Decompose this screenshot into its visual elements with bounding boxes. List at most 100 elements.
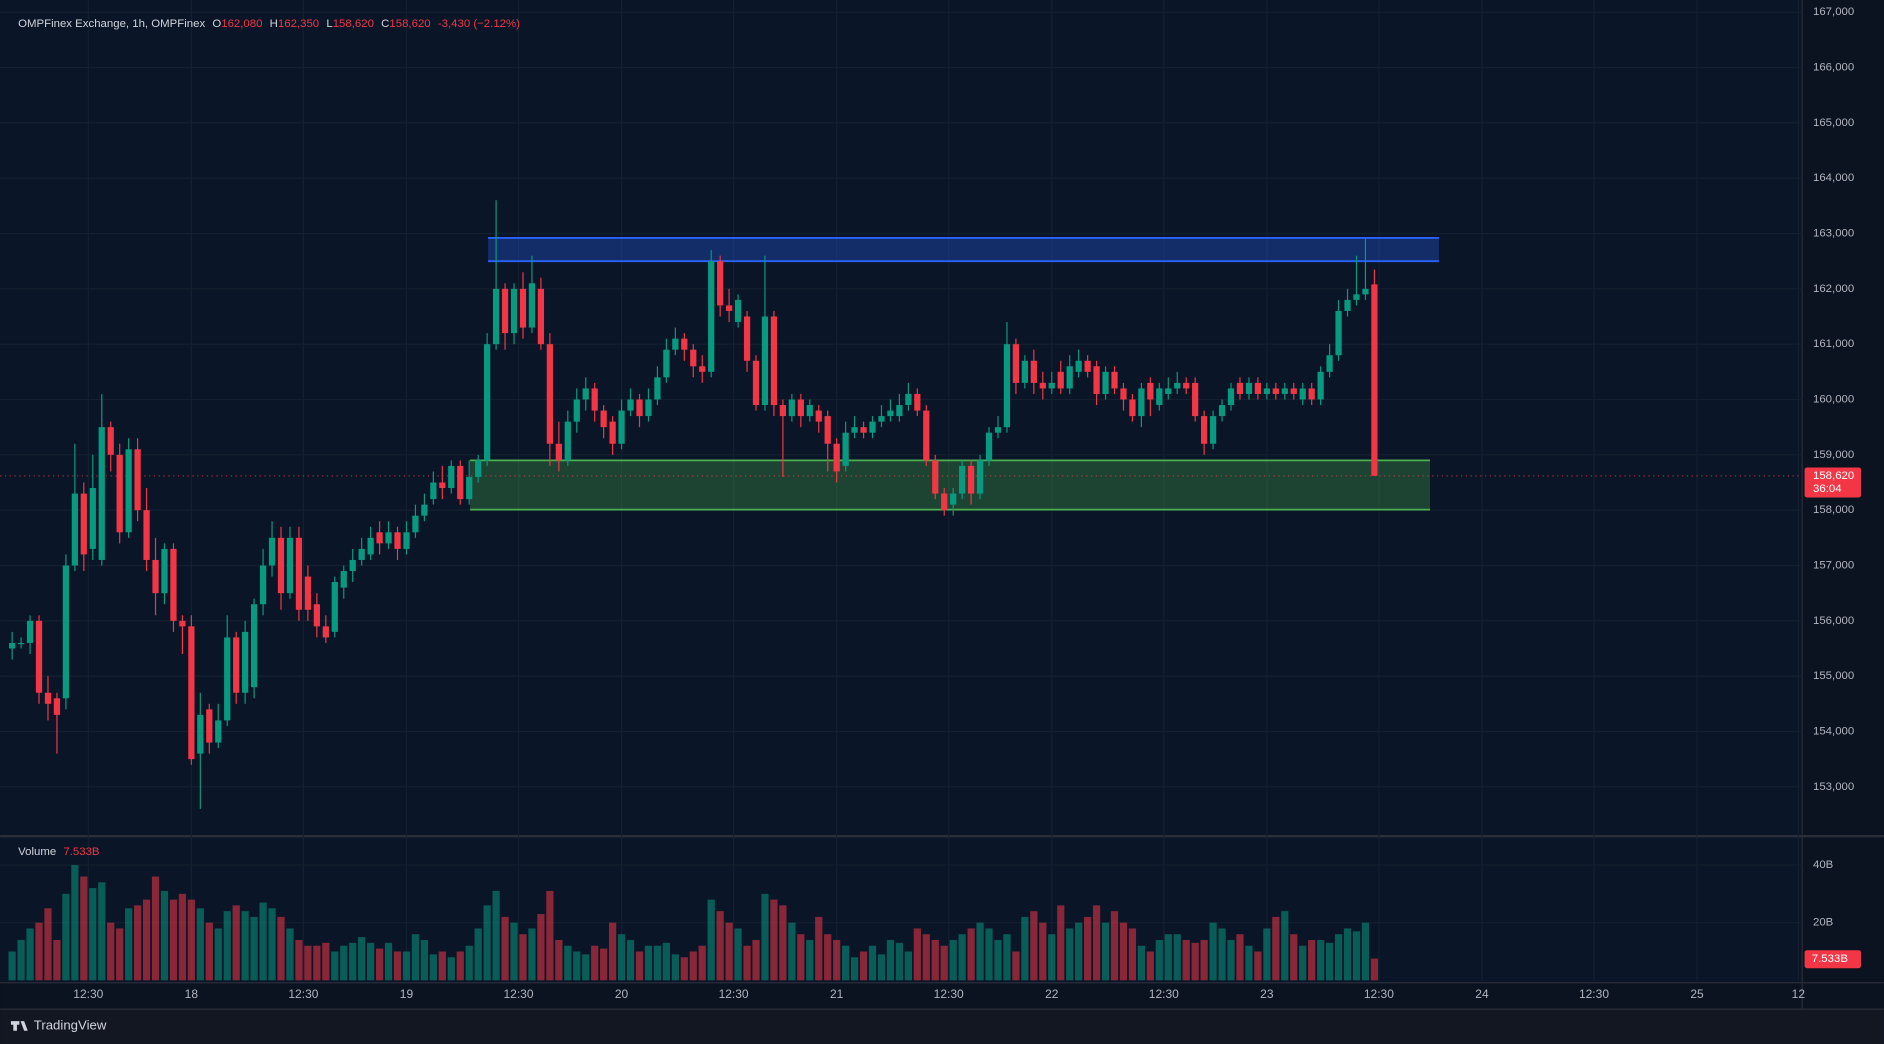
candle-body (26, 620, 34, 643)
candle-body (1227, 388, 1235, 406)
y-tick-label: 166,000 (1813, 62, 1854, 74)
volume-bar (53, 939, 61, 981)
volume-bar (89, 888, 97, 981)
volume-bar (1146, 951, 1154, 981)
x-tick-label: 19 (400, 987, 414, 1001)
footer-bar (0, 1009, 1884, 1044)
candle-body (206, 709, 213, 743)
volume-bar (519, 934, 527, 981)
candle-body (331, 582, 338, 632)
volume-bar (456, 951, 464, 981)
volume-bar (609, 922, 617, 981)
volume-bar (1173, 934, 1181, 981)
candle-body (636, 399, 643, 417)
volume-bar (644, 945, 653, 981)
volume-bar (1003, 934, 1011, 981)
volume-bar (367, 942, 375, 981)
volume-bar (384, 942, 393, 981)
ohlc-value: 162,080 (221, 18, 262, 30)
volume-bar (1075, 922, 1083, 981)
candle-body (1057, 371, 1064, 389)
volume-bar (232, 905, 240, 981)
candle-body (609, 421, 616, 444)
candle-body (914, 393, 921, 411)
candle-body (197, 714, 204, 754)
candle-body (484, 344, 491, 461)
candle-body (1048, 382, 1055, 389)
volume-bar (546, 890, 554, 981)
candle-body (475, 460, 482, 477)
candle-body (242, 631, 249, 693)
volume-bar (617, 934, 626, 981)
volume-bar (707, 899, 715, 981)
volume-bar (438, 951, 446, 981)
ohlc-label: L (326, 18, 332, 30)
candle-body (725, 305, 733, 311)
candle-body (806, 405, 813, 417)
volume-bar (35, 922, 43, 981)
candle-body (224, 637, 231, 721)
volume-bar (591, 945, 599, 981)
x-tick-label: 12:30 (73, 987, 103, 1001)
volume-bar (1092, 905, 1101, 981)
volume-bar (1227, 939, 1235, 981)
candle-body (1371, 284, 1378, 476)
volume-bar (824, 934, 832, 981)
volume-bar (716, 911, 724, 981)
volume-bar (770, 899, 778, 981)
candle-body (367, 537, 374, 555)
candle-body (1254, 382, 1262, 394)
candle-body (699, 366, 706, 372)
candle-body (985, 432, 993, 461)
volume-bar (967, 928, 975, 981)
volume-bar (1021, 916, 1029, 981)
y-tick-label: 40B (1813, 859, 1833, 871)
volume-bar (304, 945, 312, 981)
candle-body (1201, 416, 1208, 444)
volume-bar (949, 939, 957, 981)
candle-body (394, 532, 401, 549)
volume-bar (1048, 934, 1056, 981)
volume-bar (1030, 911, 1038, 981)
candle-body (1326, 355, 1333, 372)
volume-bar (1325, 942, 1334, 981)
volume-bar (71, 865, 79, 981)
candle-body (1353, 294, 1360, 300)
volume-bar (1361, 922, 1370, 981)
volume-bar (779, 905, 787, 981)
volume-bar (573, 951, 581, 981)
candle-body (1335, 310, 1342, 356)
volume-bar (116, 928, 124, 981)
volume-bar (214, 928, 222, 981)
candle-body (1245, 382, 1253, 394)
candle-body (1138, 388, 1145, 417)
volume-bar (349, 942, 357, 981)
volume-legend: Volume 7.533B (18, 846, 99, 858)
y-tick-label: 153,000 (1813, 781, 1854, 793)
volume-bar (940, 945, 948, 981)
candle-body (1147, 382, 1154, 400)
y-tick-label: 165,000 (1813, 117, 1854, 129)
volume-bar (8, 951, 16, 981)
candle-body (412, 515, 419, 533)
candle-body (134, 449, 141, 511)
volume-bar (994, 939, 1002, 981)
y-tick-label: 164,000 (1813, 172, 1854, 184)
x-tick-label: 12:30 (1149, 987, 1179, 1001)
candle-body (439, 482, 446, 489)
candle-body (9, 642, 16, 649)
candle-body (268, 537, 276, 566)
brand: TradingView (34, 1017, 107, 1032)
volume-bar (1263, 928, 1271, 981)
candle-body (752, 360, 760, 406)
candle-body (618, 410, 625, 444)
candle-body (905, 393, 912, 406)
volume-bar (1218, 928, 1226, 981)
candle-body (1066, 366, 1073, 389)
y-tick-label: 157,000 (1813, 560, 1854, 572)
volume-bar (1290, 934, 1298, 981)
volume-bar (600, 948, 608, 981)
candle-body (788, 399, 795, 417)
candle-body (681, 338, 688, 350)
candle-body (250, 604, 258, 688)
